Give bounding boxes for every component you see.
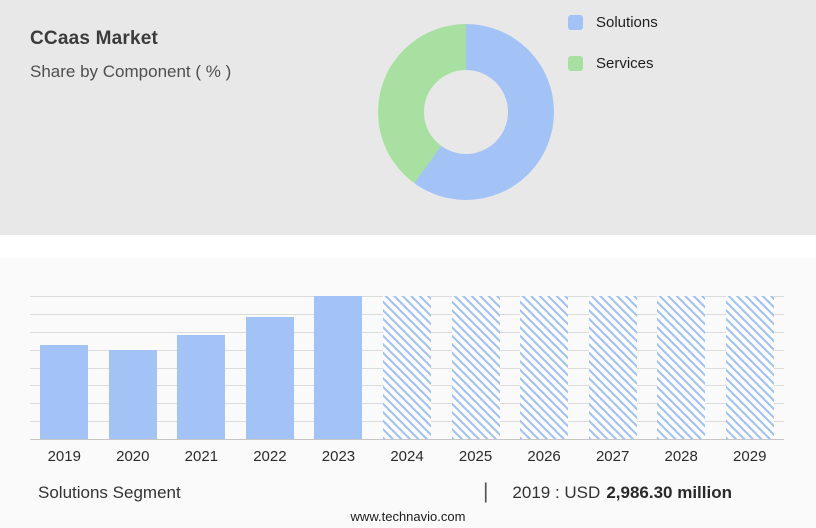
bar-column-2025: [441, 296, 510, 439]
bar-column-2027: [578, 296, 647, 439]
forecast-bar-2029: [725, 296, 774, 439]
legend: Solutions Services: [568, 14, 658, 96]
bar-column-2026: [510, 296, 579, 439]
legend-swatch-solutions: [568, 15, 583, 30]
bar-column-2020: [99, 296, 168, 439]
legend-label-services: Services: [596, 55, 654, 72]
bar-column-2019: [30, 296, 99, 439]
x-label-2023: 2023: [321, 448, 356, 465]
forecast-bar-2027: [588, 296, 637, 439]
x-label-2027: 2027: [595, 448, 630, 465]
bar-2021: [177, 334, 226, 439]
bar-column-2021: [167, 296, 236, 439]
forecast-section: 2019 2020 2021 2022 2023 2024 2025 2026 2027 2028…: [0, 258, 816, 528]
value-amount: 2,986.30 million: [606, 483, 732, 502]
page-title: CCaas Market: [30, 28, 159, 49]
bar-column-2023: [304, 296, 373, 439]
bar-2023: [314, 296, 363, 439]
x-axis-labels: 2019 2020 2021 2022 2023 2024 2025 2026 2027 2028…: [30, 448, 784, 465]
donut-chart: [378, 24, 554, 200]
x-label-2022: 2022: [253, 448, 287, 465]
legend-label-solutions: Solutions: [596, 14, 658, 31]
forecast-bar-2025: [451, 296, 500, 439]
x-label-2020: 2020: [116, 448, 150, 465]
bar-columns: [30, 296, 784, 439]
x-label-2019: 2019: [47, 448, 81, 465]
bar-chart: 2019 2020 2021 2022 2023 2024 2025 2026 2027 2028…: [30, 296, 784, 465]
divider: [0, 235, 816, 258]
share-panel: CCaas Market Share by Component ( % ) So…: [0, 0, 816, 235]
page-subtitle: Share by Component ( % ): [30, 62, 232, 81]
title-block: CCaas Market Share by Component ( % ): [30, 28, 231, 82]
bar-2022: [245, 317, 294, 439]
legend-swatch-services: [568, 56, 583, 71]
caption-separator: |: [482, 480, 489, 503]
x-label-2026: 2026: [527, 448, 561, 465]
x-label-2025: 2025: [458, 448, 493, 465]
x-label-2028: 2028: [664, 448, 698, 465]
forecast-bar-2024: [383, 296, 431, 439]
bar-chart-plot: [30, 296, 784, 440]
forecast-bar-2026: [520, 296, 569, 439]
caption-value-group: | 2019 : USD 2,986.30 million: [483, 480, 732, 504]
bar-2020: [108, 350, 157, 439]
value-prefix: 2019 : USD: [512, 483, 601, 502]
bar-column-2028: [647, 296, 716, 439]
bar-2019: [40, 344, 89, 439]
bar-column-2022: [236, 296, 305, 439]
website-link[interactable]: www.technavio.com: [350, 509, 466, 524]
x-label-2024: 2024: [390, 448, 424, 465]
legend-item-solutions: Solutions: [568, 14, 658, 31]
segment-label: Solutions Segment: [38, 483, 181, 502]
caption-row: Solutions Segment | 2019 : USD 2,986.30 …: [38, 480, 732, 504]
x-label-2021: 2021: [184, 448, 219, 465]
legend-item-services: Services: [568, 55, 658, 72]
bar-column-2029: [715, 296, 784, 439]
x-label-2029: 2029: [733, 448, 767, 465]
forecast-bar-2028: [657, 296, 706, 439]
bar-column-2024: [373, 296, 442, 439]
